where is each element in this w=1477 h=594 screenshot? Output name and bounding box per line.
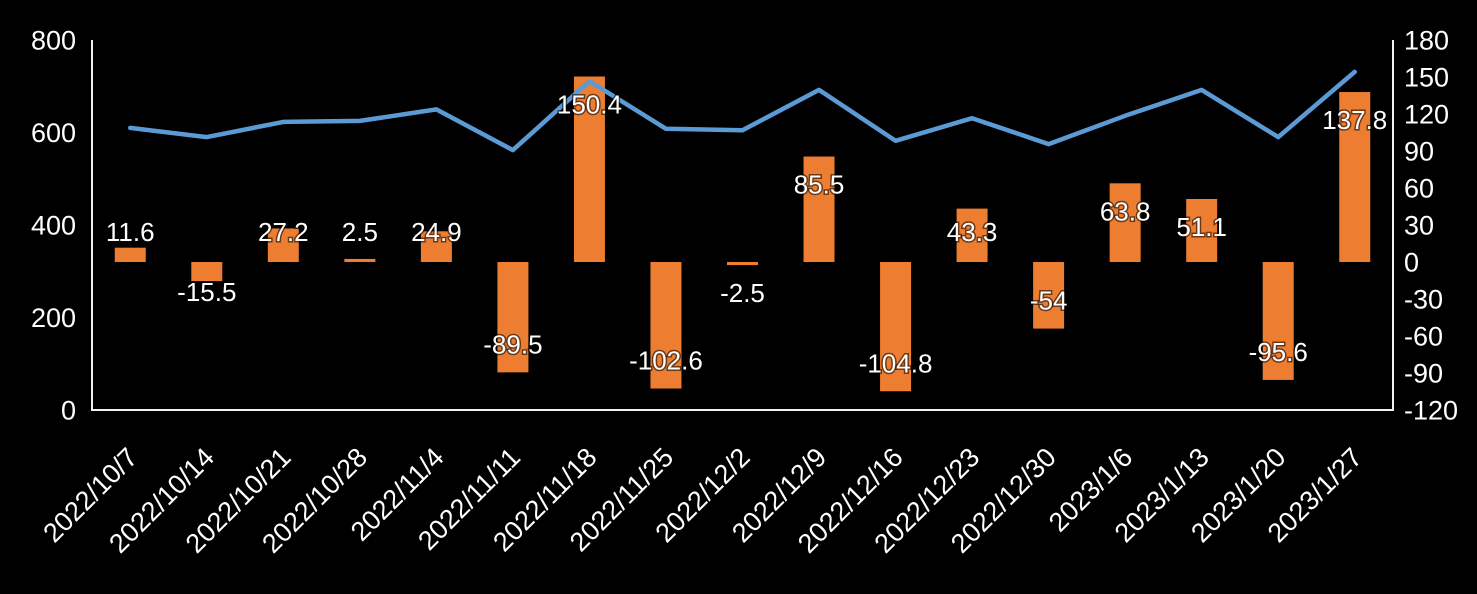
right-axis-tick-label: 0 [1404, 247, 1419, 277]
bar [344, 258, 376, 262]
right-axis-ticks: 180 150 120 90 60 30 0 -30 -60 -90 -120 [1404, 25, 1458, 425]
bar [573, 76, 605, 262]
bar [267, 228, 299, 262]
right-axis-tick-label: -90 [1404, 358, 1443, 388]
bar [880, 262, 912, 392]
line-series [128, 69, 1357, 153]
right-axis-tick-label: 90 [1404, 136, 1434, 166]
left-axis-tick-label: 600 [31, 118, 76, 148]
bar-value-label: 27.2 [258, 217, 309, 247]
bar-value-label: 137.8 [1322, 105, 1387, 135]
bar-data-labels: 11.6 -15.5 27.2 2.5 24.9 -89.5 150.4 -102.6 -2.5… [104, 88, 1388, 380]
bar [114, 247, 146, 262]
bar-value-label: 2.5 [342, 217, 378, 247]
bar-value-label: -54 [1030, 286, 1068, 316]
bar [191, 262, 223, 282]
left-axis-tick-label: 400 [31, 210, 76, 240]
right-axis-tick-label: -120 [1404, 395, 1458, 425]
bar [420, 231, 452, 262]
right-axis-tick-label: -30 [1404, 284, 1443, 314]
bar-value-label: -95.6 [1249, 337, 1308, 367]
bar [1109, 183, 1141, 262]
bar-value-label: 43.3 [947, 217, 998, 247]
bar [497, 262, 529, 373]
bar [1339, 92, 1371, 263]
bar [1033, 262, 1065, 329]
line-path [128, 69, 1357, 153]
bar-value-label: 150.4 [557, 90, 622, 120]
left-axis-tick-label: 800 [31, 25, 76, 55]
bar [956, 208, 988, 262]
bar-value-label: -102.6 [629, 346, 703, 376]
bar-value-label: 63.8 [1100, 196, 1151, 226]
bar-value-label: -89.5 [483, 329, 542, 359]
bar [727, 262, 758, 266]
bar [650, 262, 682, 389]
bar [803, 156, 835, 262]
right-axis-tick-label: 30 [1404, 210, 1434, 240]
left-axis-tick-label: 200 [31, 303, 76, 333]
right-axis-tick-label: -60 [1404, 321, 1443, 351]
left-axis-ticks: 800 600 400 200 0 [31, 25, 76, 425]
right-axis-tick-label: 150 [1404, 62, 1449, 92]
right-axis-tick-label: 60 [1404, 173, 1434, 203]
right-axis-tick-label: 180 [1404, 25, 1449, 55]
bar-value-label: -104.8 [859, 348, 933, 378]
bar-value-label: 51.1 [1176, 212, 1227, 242]
bar-value-label: 11.6 [106, 217, 155, 247]
bar-series [114, 76, 1371, 392]
axis-lines [91, 40, 1394, 411]
right-axis-tick-label: 120 [1404, 99, 1449, 129]
bar [1186, 198, 1218, 262]
bar-value-label: -2.5 [720, 278, 765, 308]
bar-value-label: 24.9 [411, 217, 462, 247]
x-axis-labels: 2022/10/72022/10/142022/10/212022/10/282… [37, 442, 1368, 559]
bar-value-label: -15.5 [177, 277, 236, 307]
bar [1262, 262, 1294, 380]
bar-value-label: 85.5 [794, 170, 845, 200]
left-axis-tick-label: 0 [61, 395, 76, 425]
